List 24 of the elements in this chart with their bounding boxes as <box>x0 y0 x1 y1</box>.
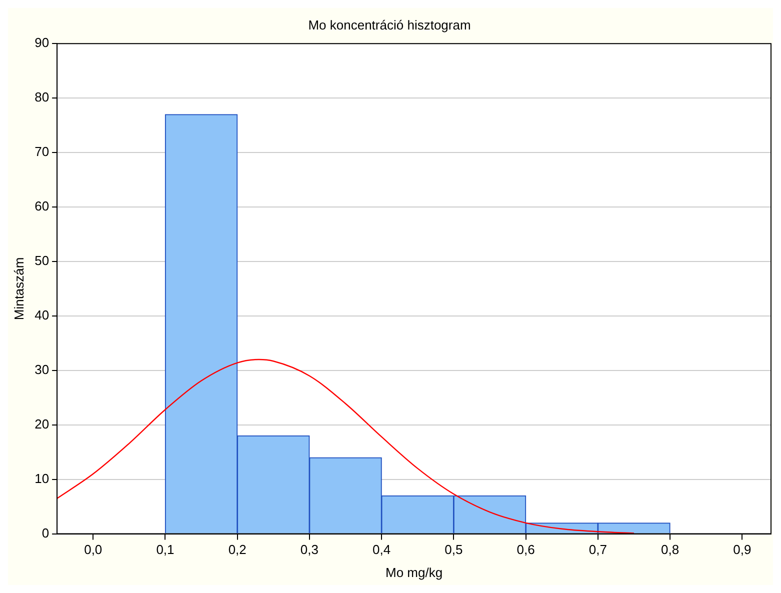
y-tick-label: 40 <box>34 308 50 323</box>
x-tick-label: 0,7 <box>588 542 607 558</box>
x-tick-label: 0,6 <box>516 542 535 558</box>
y-axis-title: Mintaszám <box>11 257 26 320</box>
x-tick-label: 0,5 <box>444 542 463 558</box>
x-tick-label: 0,2 <box>228 542 246 558</box>
y-tick-label: 10 <box>34 470 50 486</box>
x-tick-label: 0,8 <box>661 542 680 558</box>
x-axis-title: Mo mg/kg <box>385 564 443 580</box>
line-series <box>57 358 635 534</box>
y-tick-label: 20 <box>34 416 50 432</box>
y-tick-label: 90 <box>34 35 50 50</box>
y-tick-label: 50 <box>34 253 50 268</box>
y-tick-label: 0 <box>42 525 50 540</box>
x-tick-label: 0,3 <box>300 542 318 558</box>
y-tick-label: 30 <box>34 362 50 377</box>
y-tick-label: 80 <box>34 90 50 105</box>
x-tick-label: 0,1 <box>156 542 174 558</box>
chart-title: Mo koncentráció hisztogram <box>308 17 471 32</box>
y-tick-label: 60 <box>34 198 50 214</box>
x-tick-label: 0,9 <box>733 542 752 558</box>
y-tick-label: 70 <box>34 144 50 160</box>
x-tick-label: 0,0 <box>84 542 102 558</box>
x-tick-label: 0,4 <box>372 542 391 558</box>
